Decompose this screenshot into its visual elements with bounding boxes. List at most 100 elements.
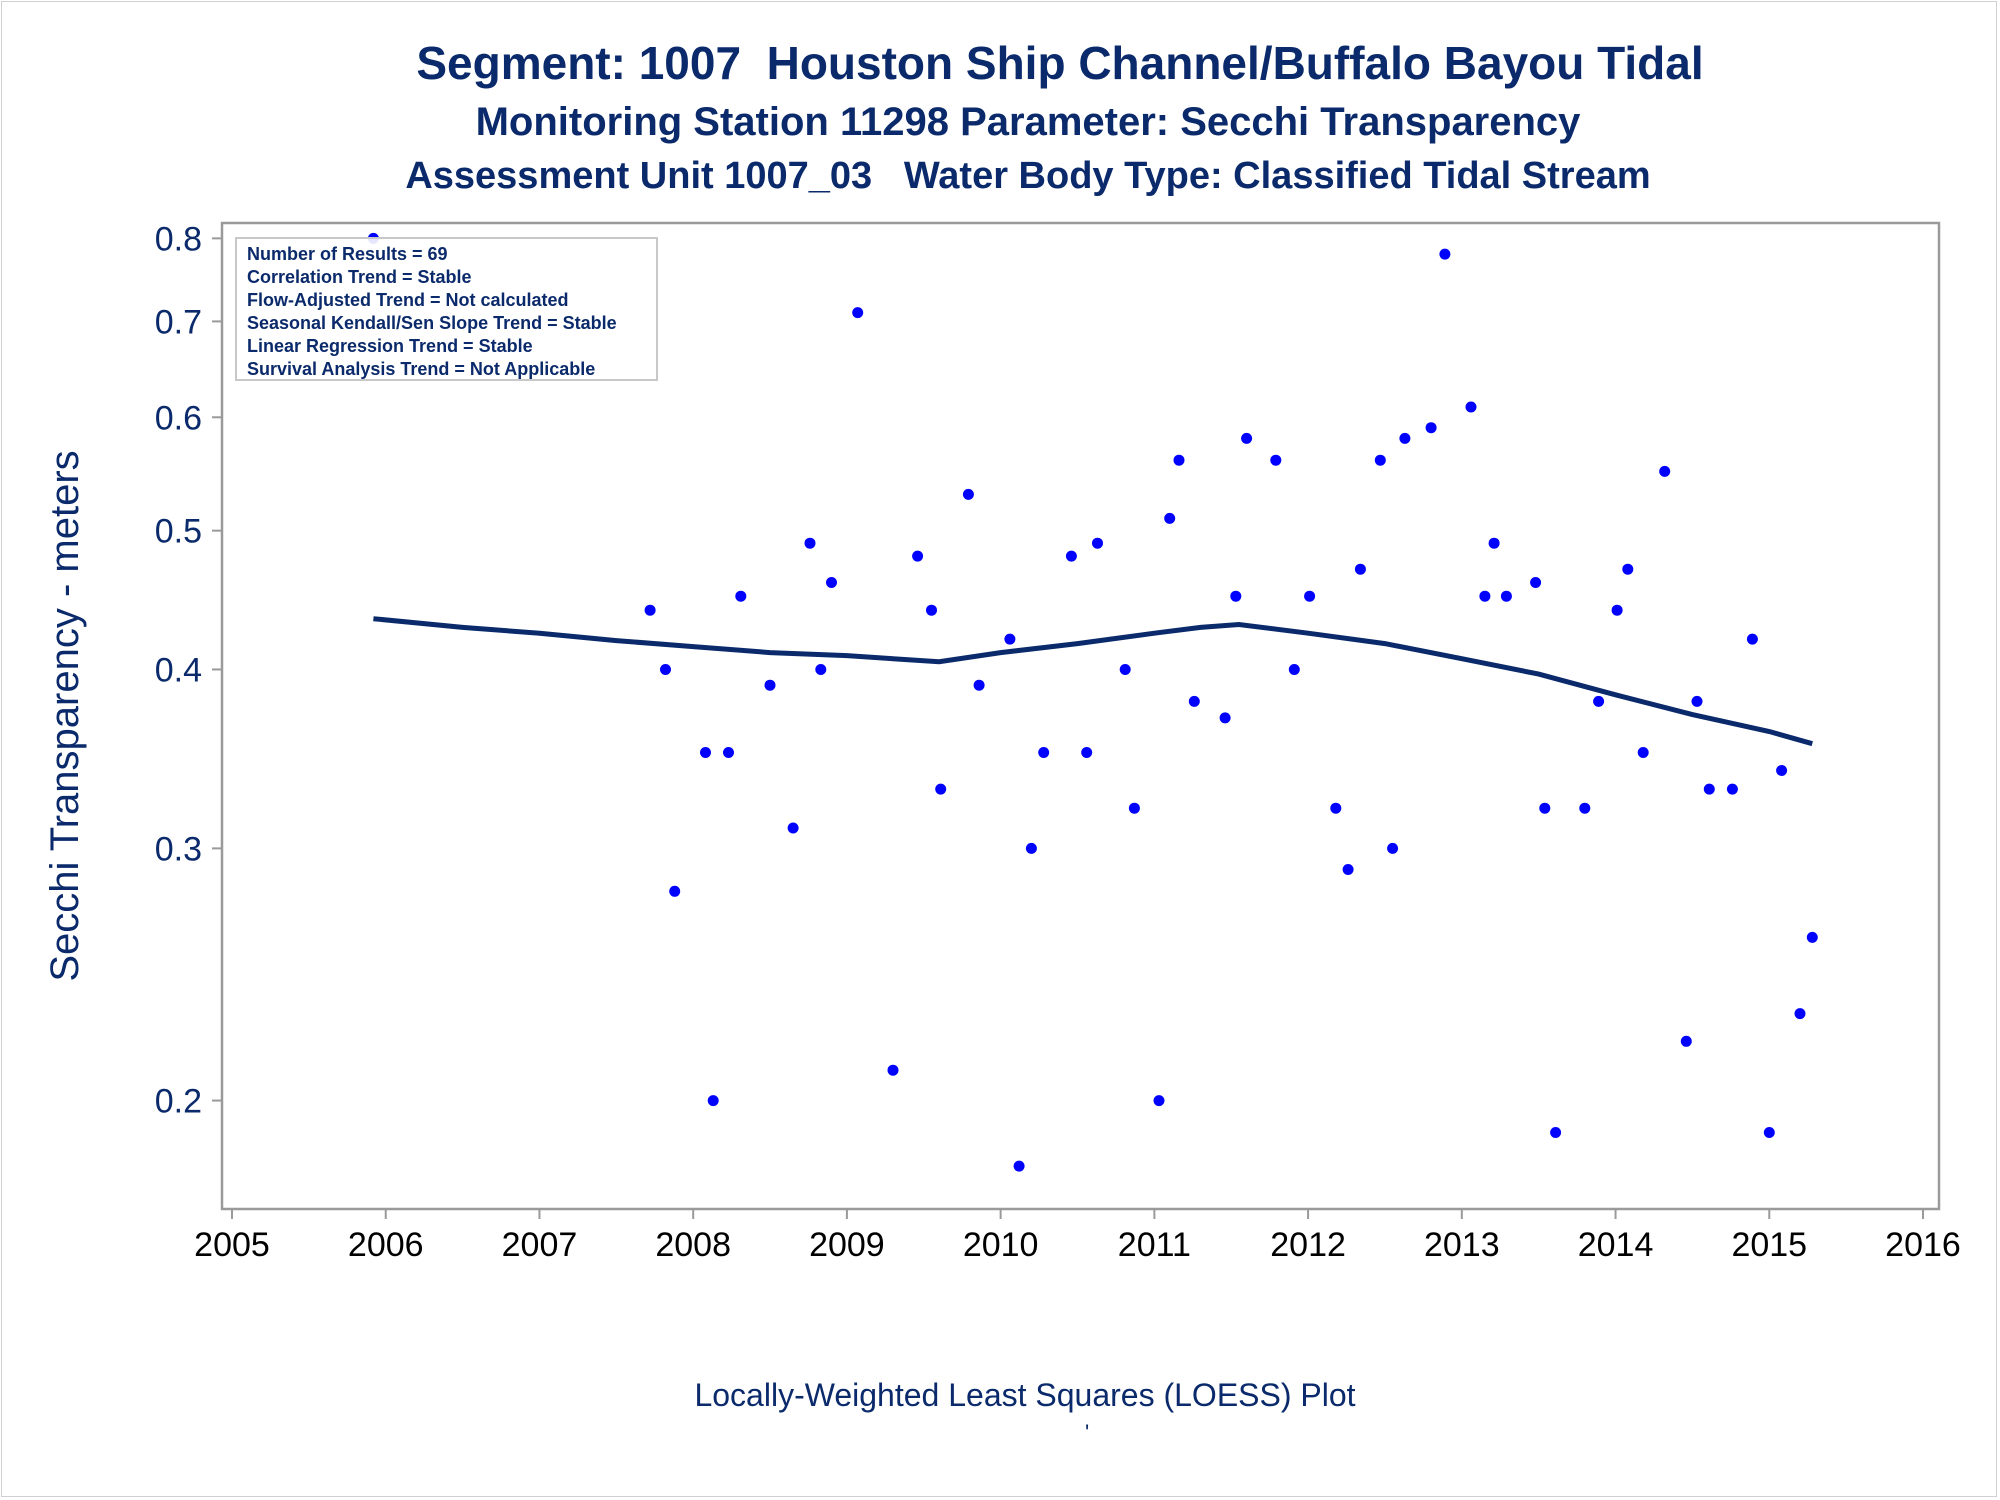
data-point bbox=[735, 590, 747, 602]
data-point bbox=[1288, 664, 1300, 675]
data-point bbox=[1680, 1035, 1692, 1047]
data-point bbox=[1703, 783, 1715, 795]
data-point bbox=[1065, 550, 1077, 562]
y-tick-label: 0.6 bbox=[155, 399, 202, 437]
data-point bbox=[669, 885, 681, 897]
stats-line: Survival Analysis Trend = Not Applicable bbox=[247, 359, 595, 379]
x-tick-label: 2016 bbox=[1885, 1226, 1961, 1264]
data-point bbox=[1726, 783, 1738, 795]
x-tick-label: 2015 bbox=[1731, 1226, 1807, 1264]
data-point bbox=[787, 822, 799, 834]
y-tick-label: 0.8 bbox=[155, 220, 202, 258]
x-tick-label: 2011 bbox=[1118, 1226, 1191, 1264]
y-axis-label: Secchi Transparency - meters bbox=[43, 450, 87, 981]
stats-line: Correlation Trend = Stable bbox=[247, 267, 472, 287]
x-tick-label: 2010 bbox=[963, 1226, 1039, 1264]
data-point bbox=[1593, 695, 1605, 707]
data-point bbox=[1128, 802, 1140, 814]
data-point bbox=[804, 537, 816, 549]
data-point bbox=[926, 604, 937, 616]
data-point bbox=[1230, 590, 1242, 602]
data-point bbox=[815, 664, 827, 675]
data-point bbox=[1622, 563, 1634, 575]
footnote-mark: ' bbox=[1085, 1420, 1090, 1445]
axes: 2005 2006 2007 2008 2009 2010 2011 2012 2013 2014… bbox=[43, 220, 1961, 1264]
x-tick-label: 2007 bbox=[502, 1226, 578, 1264]
x-tick-label: 2008 bbox=[655, 1226, 731, 1264]
data-point bbox=[1188, 695, 1200, 707]
y-tick-label: 0.5 bbox=[155, 513, 202, 551]
data-point bbox=[1425, 422, 1437, 434]
data-point bbox=[973, 679, 985, 691]
chart-subtitle-assessment: Assessment Unit 1007_03 Water Body Type:… bbox=[405, 155, 1651, 197]
data-point bbox=[1219, 712, 1231, 724]
stats-box-border bbox=[235, 237, 658, 381]
data-point bbox=[1342, 864, 1354, 875]
chart-title: Segment: 1007 Houston Ship Channel/Buffa… bbox=[416, 37, 1704, 89]
data-point bbox=[700, 747, 711, 758]
data-point bbox=[1479, 590, 1491, 602]
data-point bbox=[1004, 633, 1016, 645]
data-point bbox=[1439, 248, 1451, 260]
x-tick-label: 2009 bbox=[809, 1226, 885, 1264]
data-point bbox=[764, 679, 776, 691]
data-point bbox=[1241, 432, 1253, 444]
data-point bbox=[1746, 633, 1758, 645]
y-tick-label: 0.2 bbox=[155, 1083, 202, 1121]
data-point bbox=[1530, 577, 1542, 588]
x-tick-label: 2006 bbox=[348, 1226, 424, 1264]
data-point bbox=[1387, 842, 1399, 854]
x-tick-label: 2012 bbox=[1270, 1226, 1346, 1264]
data-point bbox=[1153, 1095, 1165, 1107]
footnote: Locally-Weighted Least Squares (LOESS) P… bbox=[694, 1377, 1356, 1413]
data-point bbox=[1637, 747, 1649, 758]
data-point bbox=[1465, 401, 1477, 413]
data-point bbox=[1330, 802, 1342, 814]
data-point bbox=[1038, 747, 1050, 758]
data-point bbox=[644, 604, 656, 616]
data-point bbox=[1092, 537, 1103, 549]
data-point bbox=[1013, 1160, 1025, 1172]
data-point bbox=[1500, 590, 1512, 602]
data-point bbox=[1806, 931, 1818, 943]
data-point bbox=[1659, 465, 1671, 477]
data-point bbox=[912, 550, 924, 562]
data-point bbox=[1119, 664, 1131, 675]
data-point bbox=[1374, 454, 1386, 466]
stats-line: Seasonal Kendall/Sen Slope Trend = Stabl… bbox=[247, 313, 617, 333]
data-point bbox=[935, 783, 947, 795]
data-point bbox=[1270, 454, 1282, 466]
data-point bbox=[1763, 1127, 1775, 1138]
data-point bbox=[1611, 604, 1623, 616]
stats-line: Number of Results = 69 bbox=[247, 244, 448, 264]
data-point bbox=[887, 1064, 899, 1076]
data-point bbox=[1550, 1127, 1562, 1138]
x-tick-label: 2013 bbox=[1424, 1226, 1500, 1264]
stats-line: Linear Regression Trend = Stable bbox=[247, 336, 533, 356]
data-point bbox=[1539, 802, 1551, 814]
data-point bbox=[660, 664, 671, 675]
data-point bbox=[962, 488, 974, 500]
chart-subtitle-station: Monitoring Station 11298 Parameter: Secc… bbox=[475, 100, 1581, 144]
chart-marks bbox=[367, 232, 1818, 1172]
x-tick-label: 2014 bbox=[1578, 1226, 1654, 1264]
data-point bbox=[1081, 747, 1093, 758]
data-point bbox=[1164, 512, 1176, 524]
stats-line: Flow-Adjusted Trend = Not calculated bbox=[247, 290, 569, 310]
data-point bbox=[1691, 695, 1703, 707]
data-point bbox=[723, 747, 734, 758]
data-point bbox=[1304, 590, 1316, 602]
data-point bbox=[707, 1095, 719, 1107]
y-tick-label: 0.7 bbox=[155, 303, 202, 341]
data-point bbox=[1794, 1008, 1806, 1020]
data-point bbox=[1399, 432, 1411, 444]
data-point bbox=[1579, 802, 1591, 814]
data-point bbox=[1173, 454, 1185, 466]
y-tick-label: 0.3 bbox=[155, 830, 202, 868]
y-tick-label: 0.4 bbox=[155, 651, 202, 689]
data-point bbox=[826, 577, 837, 588]
data-point bbox=[1776, 765, 1788, 776]
loess-line bbox=[373, 616, 1813, 747]
